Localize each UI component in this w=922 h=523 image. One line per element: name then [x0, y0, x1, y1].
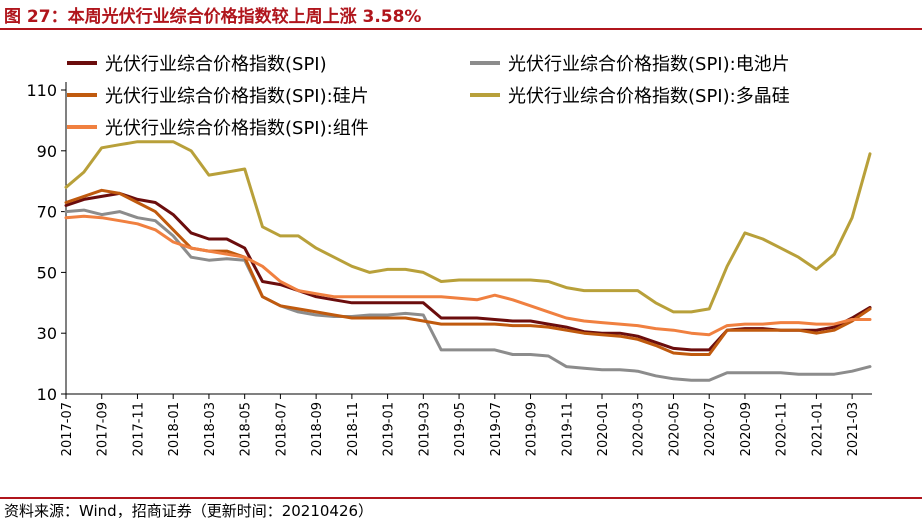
series-line-3 [64, 188, 872, 356]
x-tick-label: 2018-03 [203, 402, 218, 456]
line-chart: 10 30 50 70 90 110 2017-07 2017-09 2017-11 2018-0… [26, 54, 872, 456]
x-tick-label: 2020-05 [667, 402, 682, 456]
x-tick-label: 2018-09 [310, 402, 325, 456]
y-tick-label: 90 [37, 142, 57, 161]
x-tick-label: 2020-03 [632, 402, 647, 456]
x-tick-label: 2019-11 [560, 402, 575, 456]
x-tick-label: 2017-09 [96, 402, 111, 456]
x-tick-label: 2020-11 [775, 402, 790, 456]
x-tick-label: 2020-07 [703, 402, 718, 456]
x-tick-label: 2020-09 [739, 402, 754, 456]
x-tick-label: 2018-05 [239, 402, 254, 456]
x-tick-label: 2018-11 [346, 402, 361, 456]
x-tick-label: 2019-09 [525, 402, 540, 456]
x-tick-label: 2021-03 [846, 402, 861, 456]
legend-label: 光伏行业综合价格指数(SPI):电池片 [508, 54, 790, 75]
series-line-5 [64, 214, 872, 337]
x-tick-label: 2017-11 [131, 402, 146, 456]
x-tick-label: 2020-01 [596, 402, 611, 456]
y-tick-label: 50 [37, 263, 57, 282]
legend-label: 光伏行业综合价格指数(SPI):硅片 [105, 86, 369, 107]
series-line-2 [64, 208, 872, 382]
x-tick-label: 2019-07 [489, 402, 504, 456]
x-tick-label: 2021-01 [810, 402, 825, 456]
chart-legend: 光伏行业综合价格指数(SPI) 光伏行业综合价格指数(SPI):电池片光伏行业综合… [67, 54, 790, 139]
legend-label: 光伏行业综合价格指数(SPI):多晶硅 [508, 86, 790, 107]
top-rule [0, 28, 922, 30]
x-tick-label: 2018-07 [274, 402, 289, 456]
y-tick-label: 110 [26, 81, 57, 100]
x-tick-label: 2018-01 [167, 402, 182, 456]
series-line-4 [64, 140, 872, 314]
bottom-rule [0, 497, 922, 499]
series-line-1 [64, 191, 872, 352]
y-tick-label: 30 [37, 324, 57, 343]
x-tick-label: 2019-01 [382, 402, 397, 456]
legend-label: 光伏行业综合价格指数(SPI) [105, 54, 327, 75]
y-tick-label: 10 [37, 385, 57, 404]
chart-series [64, 140, 872, 382]
x-tick-label: 2017-07 [60, 402, 75, 456]
x-tick-label: 2019-03 [417, 402, 432, 456]
legend-label: 光伏行业综合价格指数(SPI):组件 [105, 118, 369, 139]
y-tick-label: 70 [37, 203, 57, 222]
chart-axes: 10 30 50 70 90 110 2017-07 2017-09 2017-11 2018-0… [26, 81, 872, 456]
figure-title: 图 27：本周光伏行业综合价格指数较上周上涨 3.58% [4, 7, 422, 27]
source-note: 资料来源：Wind，招商证券（更新时间：20210426） [4, 502, 374, 520]
x-tick-label: 2019-05 [453, 402, 468, 456]
